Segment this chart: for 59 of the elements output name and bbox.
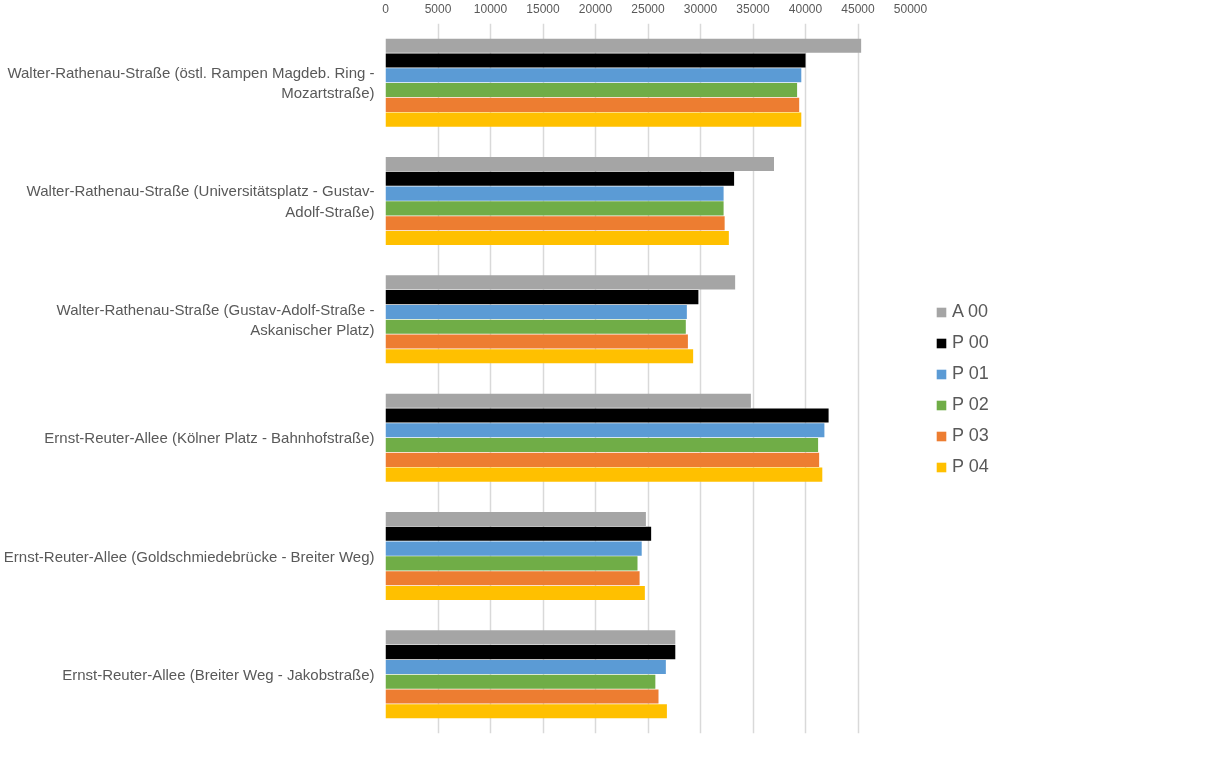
legend-label: P 00 (952, 332, 989, 353)
bar (385, 68, 802, 83)
bar (385, 438, 819, 453)
bar (385, 156, 774, 172)
bar (385, 571, 640, 586)
bar (385, 645, 676, 660)
y-tick-label: Walter-Rathenau-Straße (Gustav-Adolf-Straße - Askanischer Platz) (56, 300, 375, 339)
y-tick-label: Ernst-Reuter-Allee (Kölner Platz - Bahnhofstraße) (44, 429, 375, 447)
x-tick-label: 50000 (893, 1, 928, 16)
bar (385, 541, 642, 556)
bar (385, 334, 688, 349)
bar (385, 171, 735, 186)
x-tick-label: 30000 (683, 1, 718, 16)
x-tick-label: 35000 (736, 1, 771, 16)
x-tick-label: 45000 (841, 1, 876, 16)
x-tick-label: 40000 (788, 1, 823, 16)
bar (385, 53, 806, 68)
legend-label: P 01 (952, 363, 989, 384)
legend-label: P 03 (952, 425, 989, 446)
bar (385, 467, 823, 482)
bar (385, 38, 862, 53)
bar (385, 230, 729, 246)
bar (385, 112, 802, 127)
x-tick-label: 0 (382, 1, 390, 16)
bar (385, 216, 725, 231)
legend-label: P 04 (952, 456, 989, 477)
bar (385, 689, 659, 704)
x-tick-label: 15000 (526, 1, 561, 16)
bar (385, 585, 645, 601)
y-tick-label: Ernst-Reuter-Allee (Goldschmiedebrücke - Breiter Weg) (3, 547, 375, 565)
y-tick-label: Walter-Rathenau-Straße (östl. Rampen Magdeb. Ring - Mozartstraße) (7, 63, 375, 102)
x-tick-label: 5000 (424, 1, 452, 16)
legend-label: A 00 (952, 301, 989, 322)
bar (385, 275, 736, 290)
x-tick-label: 20000 (578, 1, 613, 16)
bar (385, 97, 800, 112)
bar (385, 393, 751, 408)
bar (385, 511, 646, 527)
bar (385, 290, 699, 305)
bar (385, 704, 667, 719)
bar (385, 349, 694, 364)
bar (385, 452, 820, 467)
bar (385, 319, 686, 334)
bar (385, 659, 666, 674)
bar (385, 423, 825, 438)
bar (385, 408, 829, 423)
y-tick-label: Ernst-Reuter-Allee (Breiter Weg - Jakobstraße) (62, 665, 375, 683)
bar (385, 526, 652, 541)
bar (385, 674, 656, 689)
y-tick-label: Walter-Rathenau-Straße (Universitätsplatz - Gustav-Adolf-Straße) (26, 182, 375, 220)
bar (385, 304, 687, 319)
bar (385, 83, 798, 98)
bar (385, 556, 638, 571)
bar (385, 186, 724, 201)
x-tick-label: 25000 (631, 1, 666, 16)
bar (385, 630, 676, 645)
x-tick-label: 10000 (473, 1, 508, 16)
bar (385, 201, 724, 216)
legend-label: P 02 (952, 394, 989, 415)
